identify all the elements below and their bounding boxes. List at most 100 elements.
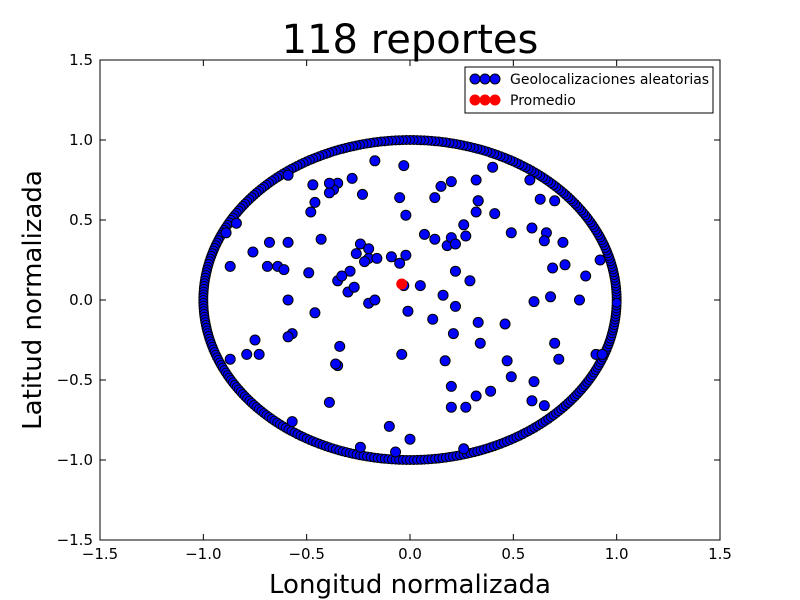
data-point <box>528 376 540 388</box>
mean-point <box>396 278 408 290</box>
data-point <box>309 196 321 208</box>
data-point <box>348 281 360 293</box>
data-point <box>464 275 476 287</box>
data-point <box>526 222 538 234</box>
y-tick-label: 0.5 <box>69 211 93 229</box>
legend-marker-dot <box>479 73 491 85</box>
legend-marker-geolocalizaciones <box>469 73 501 85</box>
data-point <box>429 192 441 204</box>
data-point <box>371 252 383 264</box>
data-point <box>470 390 482 402</box>
data-point <box>538 235 550 247</box>
data-point <box>282 294 294 306</box>
data-point <box>470 174 482 186</box>
data-point <box>505 227 517 239</box>
data-point <box>263 236 275 248</box>
data-point <box>359 256 371 268</box>
data-point <box>350 248 362 260</box>
data-point <box>390 446 402 458</box>
data-point <box>394 257 406 269</box>
y-axis-label: Latitud normalizada <box>18 170 48 430</box>
data-point <box>489 208 501 220</box>
data-point <box>439 355 451 367</box>
x-tick-label: 1.0 <box>605 545 629 563</box>
data-point <box>224 260 236 272</box>
data-point <box>549 337 561 349</box>
data-point <box>282 169 294 181</box>
data-point <box>418 228 430 240</box>
data-point <box>458 219 470 231</box>
data-point <box>278 264 290 276</box>
x-tick-label: −0.5 <box>288 545 324 563</box>
data-point <box>396 348 408 360</box>
data-point <box>383 420 395 432</box>
data-point <box>547 262 559 274</box>
data-point <box>557 236 569 248</box>
data-point <box>553 353 565 365</box>
data-point <box>330 358 342 370</box>
data-point <box>499 318 511 330</box>
data-point <box>249 334 261 346</box>
data-point <box>526 395 538 407</box>
legend: Geolocalizaciones aleatorias Promedio <box>464 66 714 114</box>
legend-label-geolocalizaciones: Geolocalizaciones aleatorias <box>510 72 709 88</box>
data-point <box>253 348 265 360</box>
data-point <box>241 348 253 360</box>
data-point <box>385 251 397 263</box>
data-point <box>230 217 242 229</box>
data-point <box>356 188 368 200</box>
data-point <box>528 296 540 308</box>
data-point <box>315 233 327 245</box>
data-point <box>549 195 561 207</box>
data-point <box>398 160 410 172</box>
data-point <box>282 331 294 343</box>
data-point <box>323 187 335 199</box>
data-point <box>447 328 459 340</box>
data-point <box>485 385 497 397</box>
data-point <box>323 177 335 189</box>
data-point <box>334 340 346 352</box>
data-point <box>449 238 461 250</box>
data-point <box>261 260 273 272</box>
data-point <box>449 300 461 312</box>
data-point <box>220 227 232 239</box>
x-tick-label: −1.5 <box>82 545 118 563</box>
data-point <box>538 400 550 412</box>
data-point <box>307 179 319 191</box>
data-point <box>580 270 592 282</box>
x-tick-label: 0.5 <box>501 545 525 563</box>
data-point <box>445 176 457 188</box>
data-point <box>460 401 472 413</box>
legend-marker-dot <box>489 73 501 85</box>
data-point <box>282 236 294 248</box>
data-point <box>573 294 585 306</box>
data-point <box>224 353 236 365</box>
y-tick-label: 1.0 <box>69 131 93 149</box>
data-point <box>344 265 356 277</box>
data-point <box>524 174 536 186</box>
data-point <box>414 280 426 292</box>
data-point <box>369 155 381 167</box>
x-axis-label: Longitud normalizada <box>269 570 551 600</box>
data-point <box>472 316 484 328</box>
legend-box <box>464 66 714 114</box>
legend-marker-dot <box>489 94 501 106</box>
legend-marker-dot <box>469 94 481 106</box>
data-point <box>286 416 298 428</box>
data-point <box>394 192 406 204</box>
data-point <box>501 355 513 367</box>
data-point <box>400 249 412 261</box>
data-point <box>472 195 484 207</box>
y-tick-label: 1.5 <box>69 51 93 69</box>
data-point <box>594 254 606 266</box>
data-point <box>437 289 449 301</box>
data-point <box>427 313 439 325</box>
data-point <box>545 291 557 303</box>
data-point <box>354 238 366 250</box>
chart-title: 118 reportes <box>282 17 539 63</box>
data-point <box>305 206 317 218</box>
data-point <box>445 401 457 413</box>
legend-marker-dot <box>469 73 481 85</box>
legend-marker-promedio <box>469 94 501 106</box>
